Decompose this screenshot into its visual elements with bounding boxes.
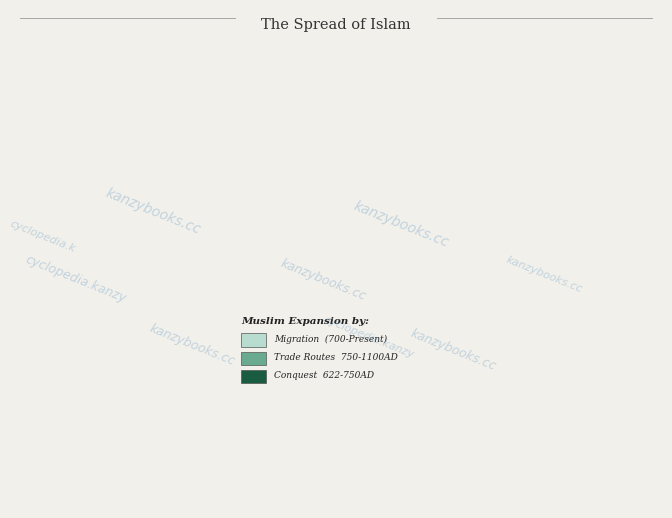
Text: cyclopedia.k: cyclopedia.k	[9, 219, 77, 254]
Text: kanzybooks.cc: kanzybooks.cc	[278, 256, 368, 303]
Bar	[241, 370, 266, 383]
Text: kanzybooks.cc: kanzybooks.cc	[351, 199, 451, 250]
Text: Conquest  622-750AD: Conquest 622-750AD	[274, 371, 374, 380]
Text: cyclopedia.kanzy: cyclopedia.kanzy	[322, 315, 415, 360]
Text: Muslim Expansion by:: Muslim Expansion by:	[241, 317, 370, 326]
Text: kanzybooks.cc: kanzybooks.cc	[148, 322, 237, 368]
Bar	[241, 352, 266, 365]
Text: kanzybooks.cc: kanzybooks.cc	[409, 327, 498, 373]
Text: Migration  (700-Present): Migration (700-Present)	[274, 335, 387, 344]
Text: Trade Routes  750-1100AD: Trade Routes 750-1100AD	[274, 353, 398, 362]
Text: kanzybooks.cc: kanzybooks.cc	[505, 255, 584, 294]
Text: kanzybooks.cc: kanzybooks.cc	[104, 186, 203, 237]
Bar	[241, 334, 266, 347]
Text: cyclopedia.kanzy: cyclopedia.kanzy	[23, 253, 128, 306]
Text: The Spread of Islam: The Spread of Islam	[261, 18, 411, 32]
